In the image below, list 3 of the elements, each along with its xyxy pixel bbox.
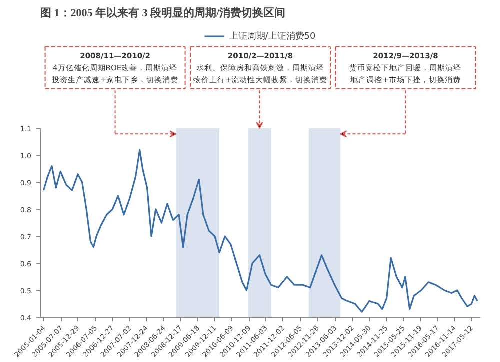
line-series: [42, 149, 478, 313]
chart-title: 图 1：2005 年以来有 3 段明显的周期/消费切换区间: [40, 6, 286, 20]
legend-label: 上证周期/上证消费50: [229, 30, 316, 42]
